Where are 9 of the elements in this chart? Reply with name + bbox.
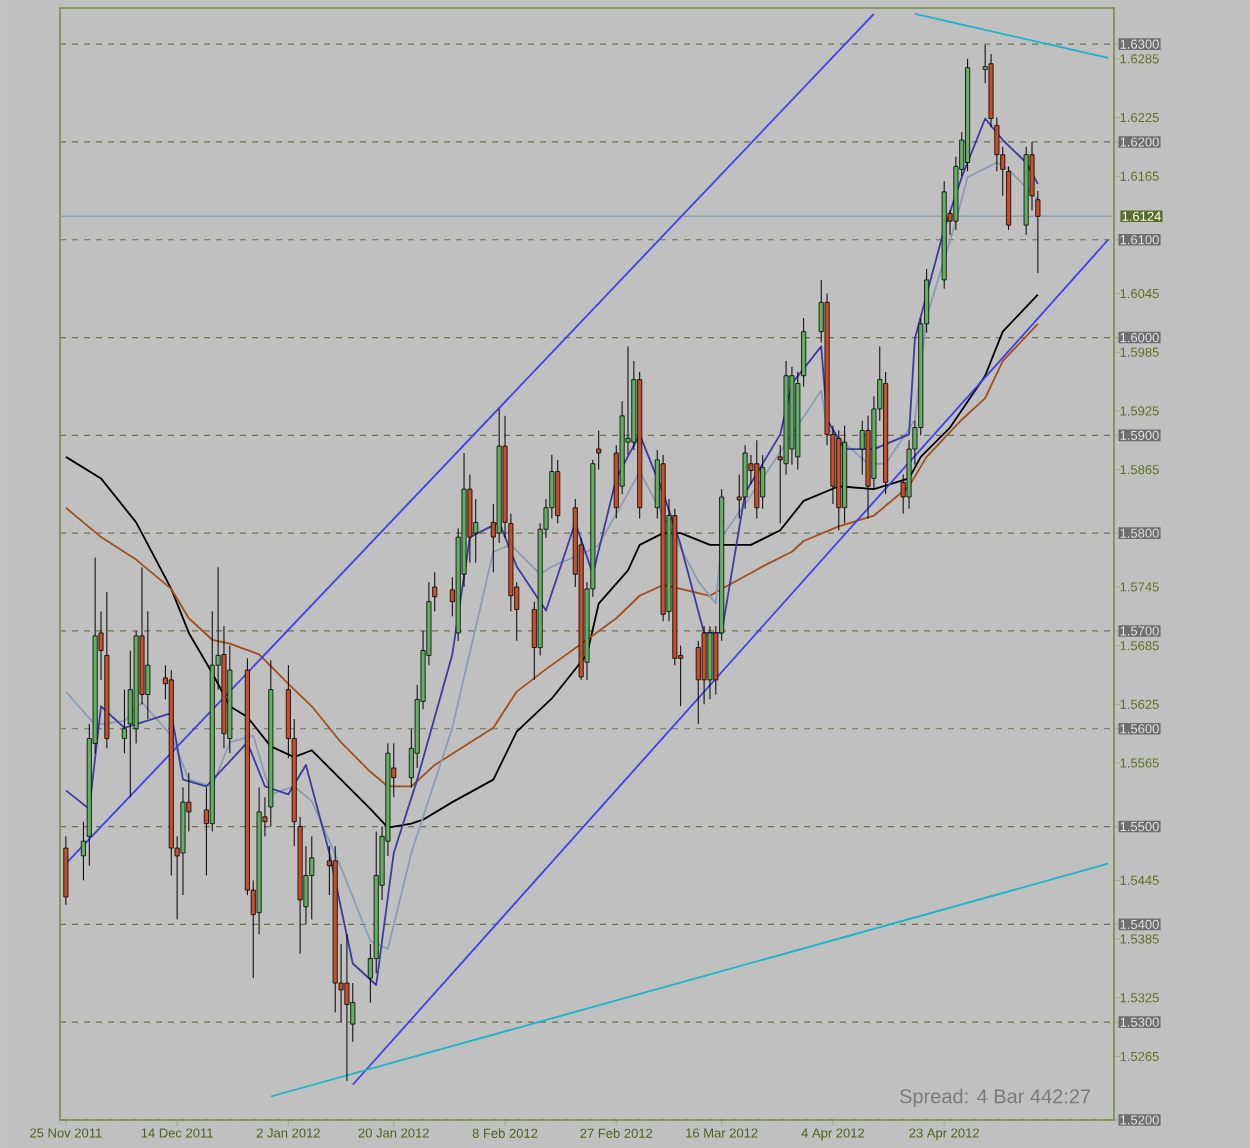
annotation: Spread: 4 Bar 442:27 (900, 1088, 1091, 1108)
candlestick (145, 610, 151, 720)
candlestick (707, 625, 713, 700)
candlestick (760, 454, 766, 510)
candlestick (309, 835, 315, 920)
candlestick (754, 439, 760, 520)
candlestick (555, 459, 561, 524)
candlestick (695, 640, 701, 725)
candlestick (344, 933, 350, 1082)
